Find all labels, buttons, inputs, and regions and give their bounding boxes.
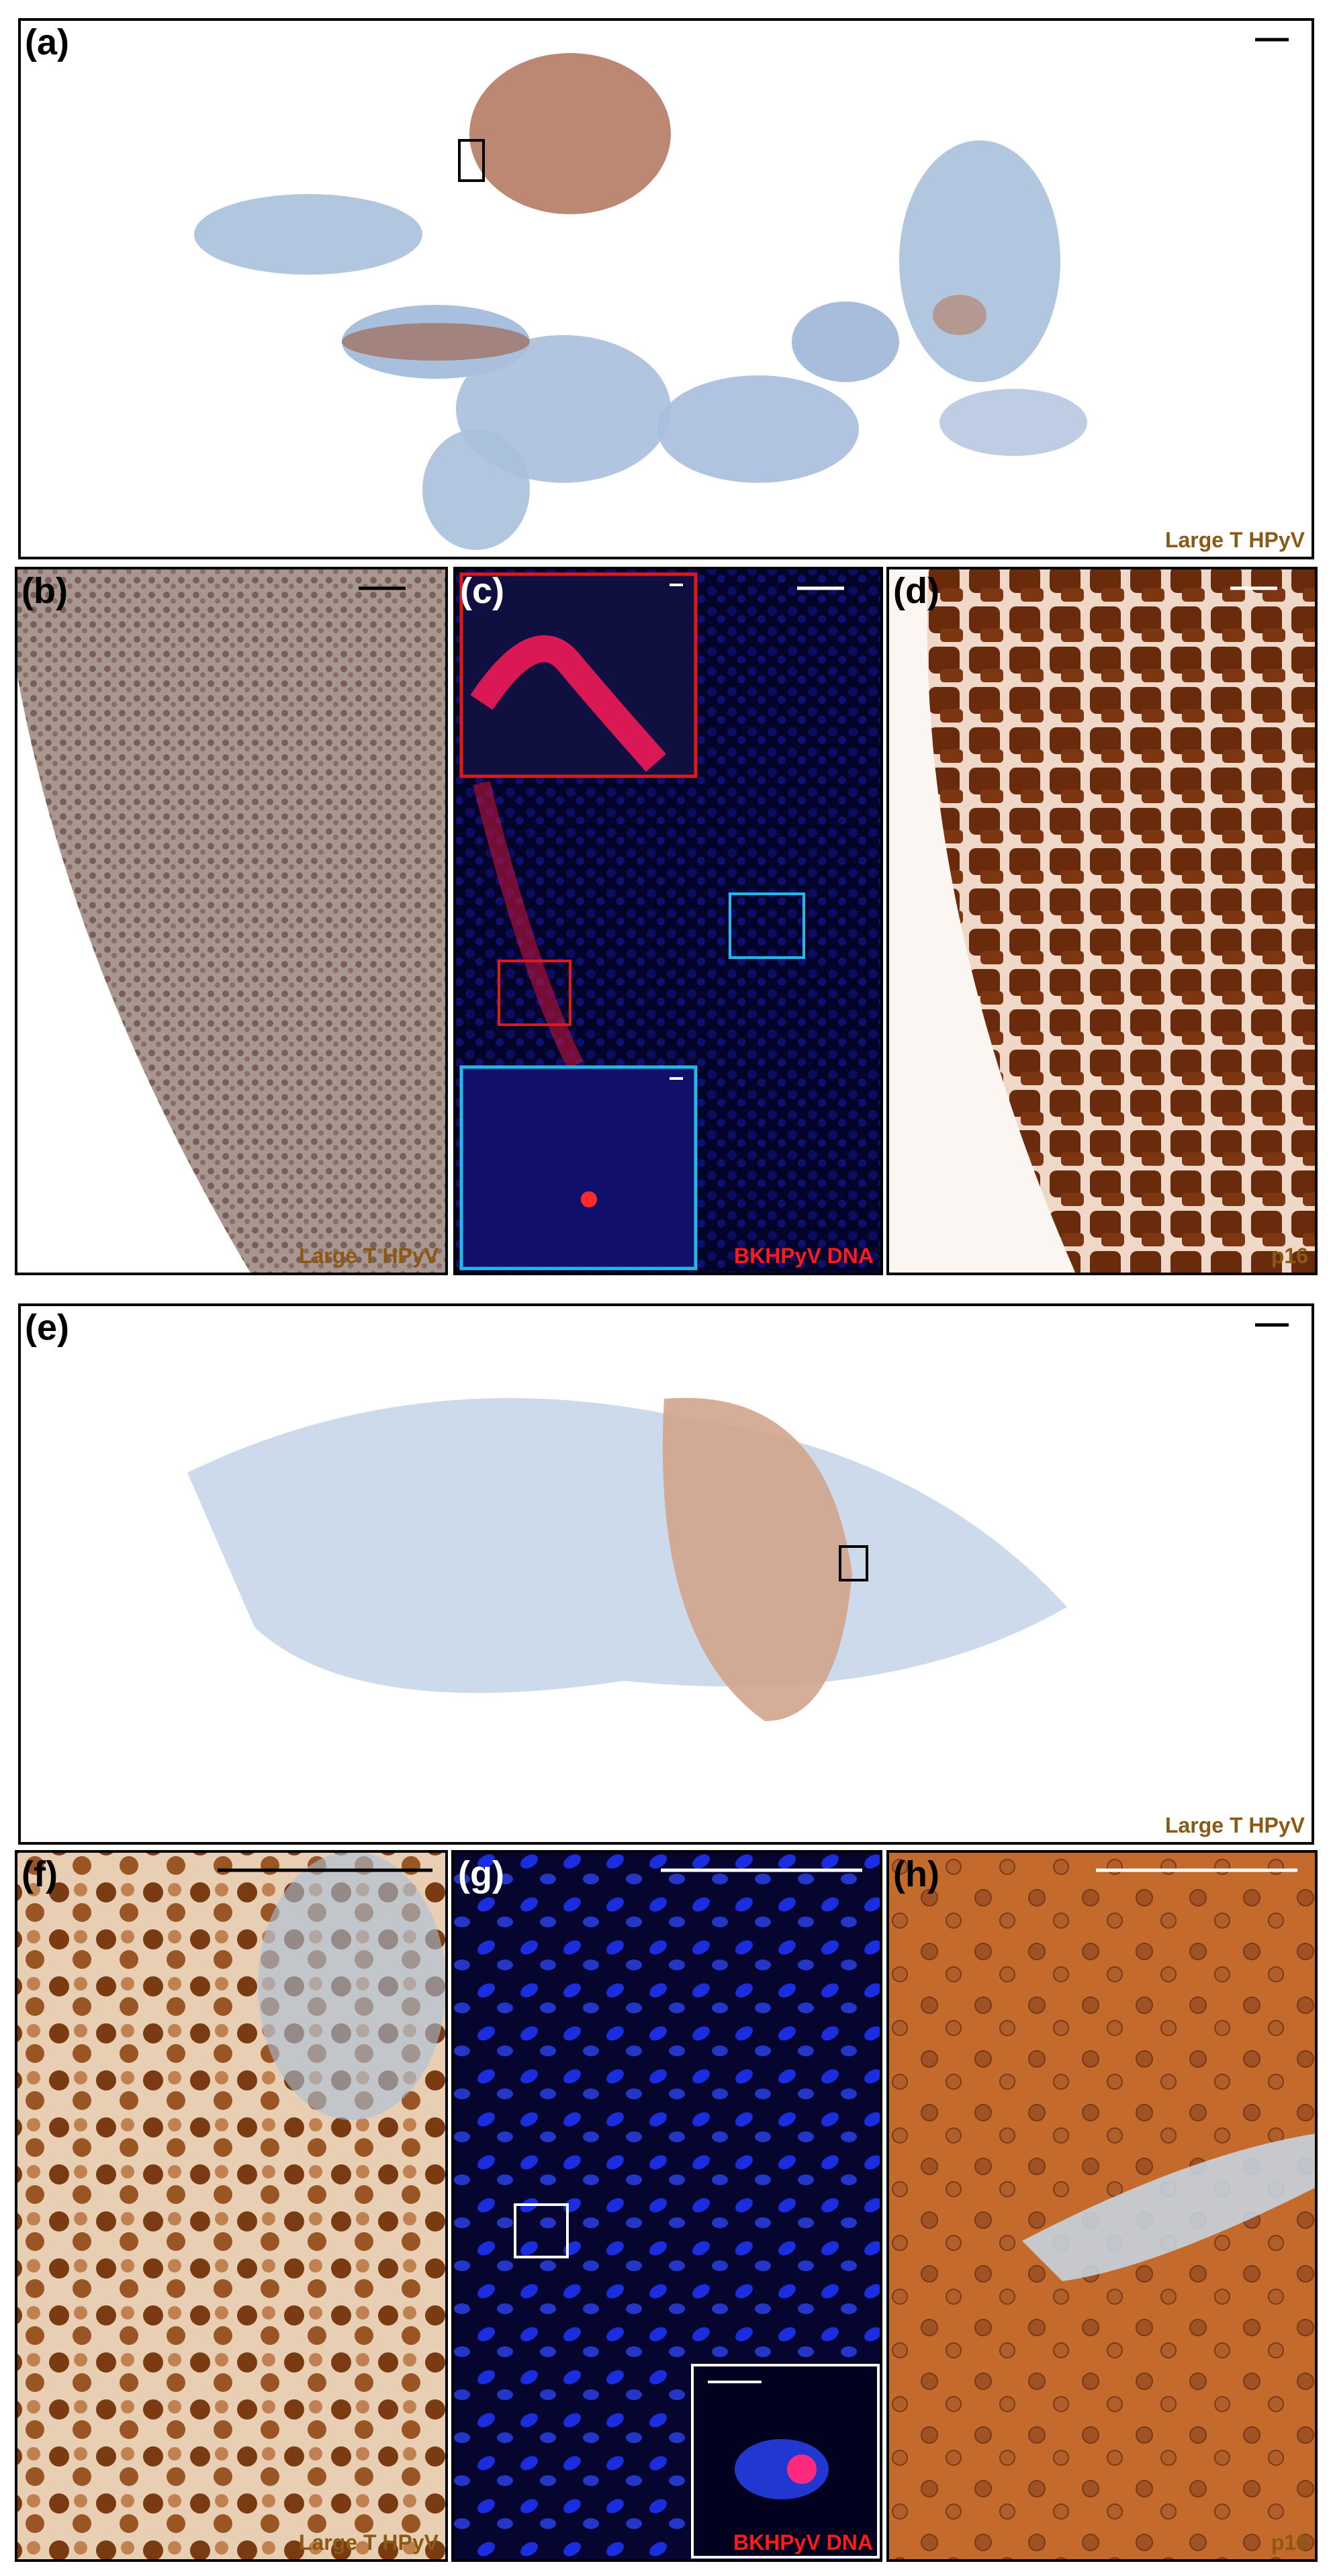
panel-caption: Large T HPyV — [1165, 1813, 1305, 1837]
panel: (c) BKHPyV DNA — [453, 567, 883, 1275]
panel-caption: Large T HPyV — [299, 2530, 439, 2555]
roi-box — [458, 139, 485, 182]
panel-label: (e) — [25, 1307, 69, 1348]
panel-label: (f) — [21, 1854, 58, 1894]
inset-signal — [787, 2454, 817, 2484]
inset-blue — [459, 1065, 698, 1271]
tissue — [899, 140, 1060, 382]
panel-label: (b) — [21, 571, 68, 611]
stroma — [1022, 2133, 1316, 2281]
inset-signal — [470, 635, 666, 772]
panel: (g) BKHPyV DNA — [451, 1850, 882, 2562]
panel-label: (g) — [458, 1854, 504, 1894]
panel-border — [18, 18, 1314, 559]
inset-nucleus — [735, 2439, 829, 2499]
signal-band — [473, 780, 584, 1069]
tissue-stained — [933, 295, 986, 335]
tissue-stained — [662, 1397, 852, 1721]
panel: (f) Large T HPyV — [15, 1850, 448, 2562]
panel-label: (h) — [893, 1854, 939, 1894]
panel-label: (c) — [460, 571, 504, 611]
panel-border — [15, 1850, 448, 2562]
background — [19, 19, 1313, 558]
tissue — [792, 302, 899, 382]
panel-caption: Large T HPyV — [299, 1244, 439, 1268]
panel-border — [451, 1850, 882, 2562]
panel-caption: p16 — [1271, 2530, 1308, 2555]
panel-caption: BKHPyV DNA — [734, 1244, 874, 1268]
stroma — [258, 1851, 446, 2120]
panel: (e) Large T HPyV — [18, 1303, 1314, 1845]
panel: (a) Large T HPyV — [18, 18, 1314, 559]
panel: (b) Large T HPyV — [15, 567, 448, 1275]
inset-signal — [581, 1191, 597, 1207]
roi-box — [839, 1545, 868, 1581]
panel-border — [15, 567, 448, 1275]
panel: (d) p16 — [886, 567, 1318, 1275]
tissue — [657, 375, 859, 483]
panel-caption: Large T HPyV — [1165, 528, 1305, 552]
panel-border — [886, 567, 1318, 1275]
panel-label: (d) — [893, 571, 939, 611]
tissue — [422, 429, 530, 550]
panel-border — [453, 567, 883, 1275]
roi-red — [498, 960, 571, 1026]
roi-box — [514, 2203, 569, 2258]
roi-blue — [729, 892, 805, 959]
panel-label: (a) — [25, 22, 69, 62]
blank-edge — [888, 568, 1076, 1274]
tissue-stained — [342, 323, 530, 361]
tissue — [187, 1397, 1067, 1693]
panel-border — [886, 1850, 1318, 2562]
tissue-stained — [469, 53, 671, 214]
panel-caption: p16 — [1271, 1244, 1308, 1268]
tissue — [939, 389, 1087, 456]
panel-caption: BKHPyV DNA — [733, 2530, 873, 2555]
tissue — [194, 194, 422, 275]
panel: (h) p16 — [886, 1850, 1318, 2562]
blank-edge — [16, 669, 251, 1274]
panel-border — [18, 1303, 1314, 1845]
